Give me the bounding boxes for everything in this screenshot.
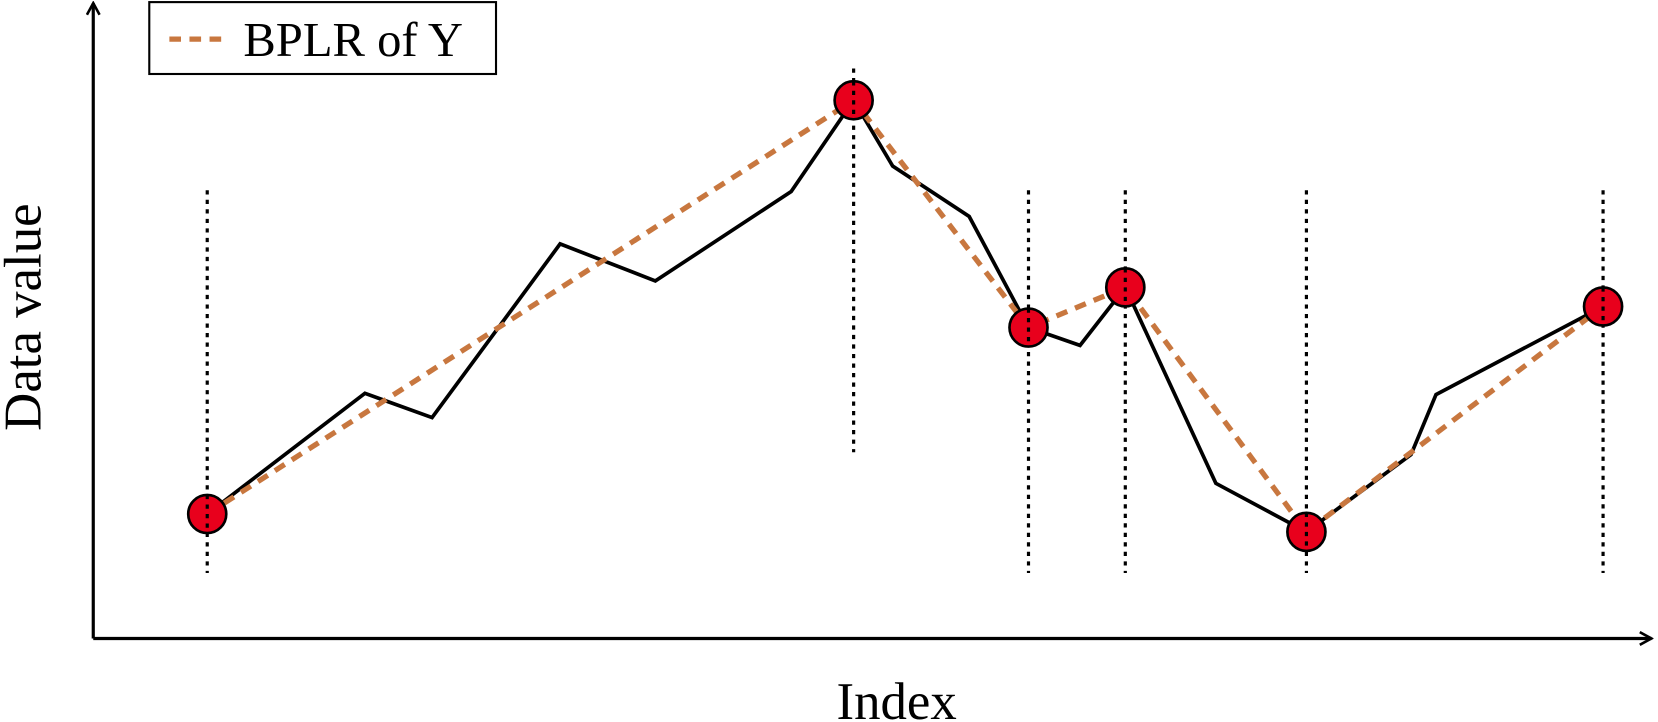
legend: BPLR of Y <box>148 1 498 76</box>
x-axis-label: Index <box>836 673 956 722</box>
legend-box <box>148 1 498 76</box>
legend-label: BPLR of Y <box>243 13 463 67</box>
bplr-line <box>205 96 1605 536</box>
y-axis-label: Data value <box>0 203 52 430</box>
